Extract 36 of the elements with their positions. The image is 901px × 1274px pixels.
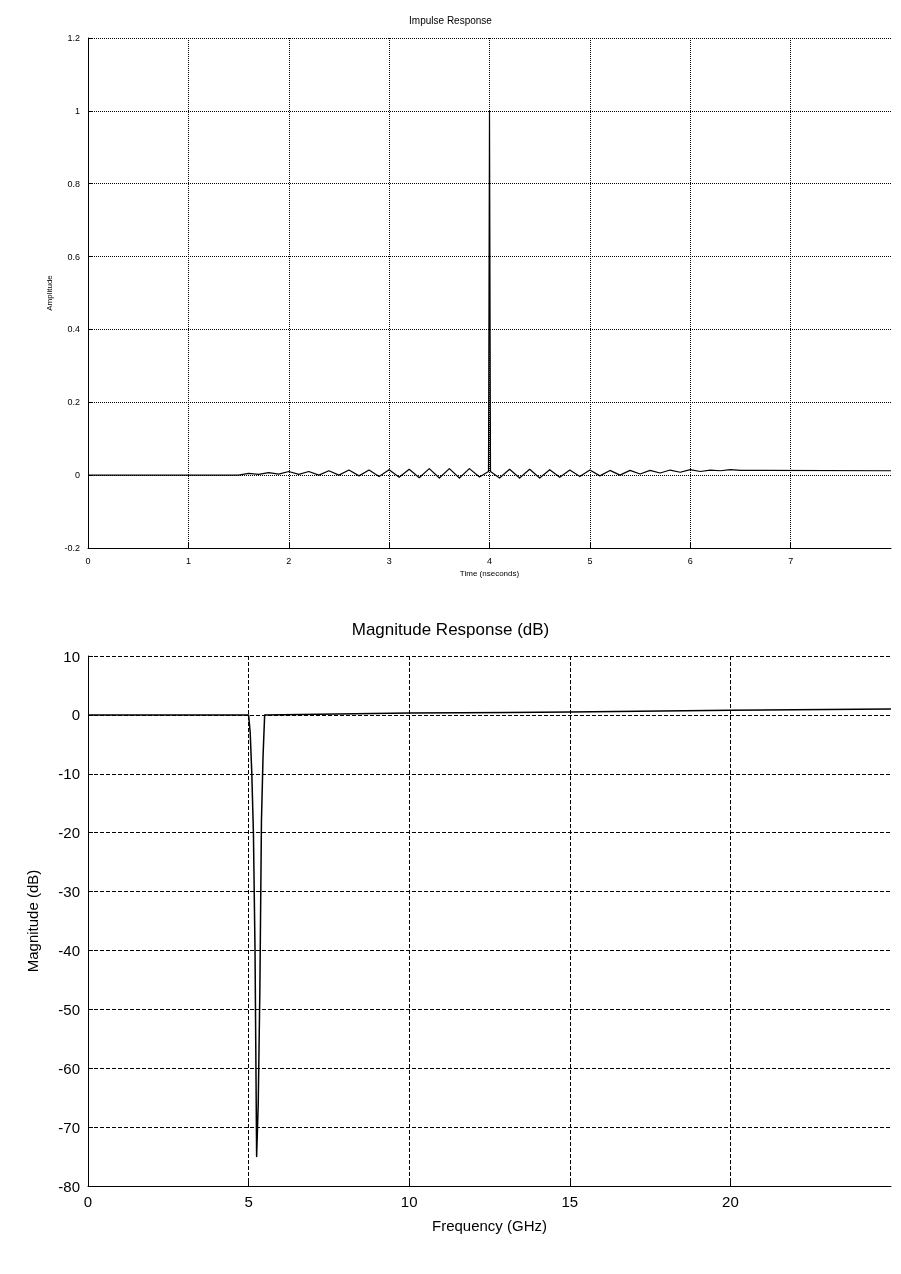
y-tick-label: -10 — [58, 765, 80, 783]
y-tick-label: -60 — [58, 1059, 80, 1077]
y-tick-label: -0.2 — [64, 543, 80, 553]
x-tick-label: 10 — [400, 1193, 418, 1210]
y-tick-label: 1 — [74, 105, 80, 116]
x-tick-label: 5 — [244, 1193, 253, 1210]
y-tick-label: -20 — [58, 824, 80, 842]
y-tick-label: 0 — [74, 470, 80, 481]
x-tick-label: 5 — [587, 555, 593, 566]
y-axis-title: Magnitude (dB) — [24, 869, 41, 973]
y-tick-label: -30 — [58, 883, 80, 901]
x-tick-label: 7 — [788, 555, 794, 566]
y-tick-label: -50 — [58, 1000, 80, 1018]
x-tick-label: 2 — [286, 555, 292, 566]
x-tick-label: 1 — [185, 555, 191, 566]
x-tick-label: 15 — [561, 1193, 579, 1210]
chart-title: Impulse Response — [409, 14, 493, 26]
y-axis-title: Amplitude — [45, 274, 55, 311]
y-tick-label: 0.8 — [67, 178, 80, 189]
y-tick-label: 0.4 — [67, 324, 80, 335]
x-tick-label: 3 — [386, 555, 392, 566]
x-axis-title: Time (nseconds) — [459, 569, 520, 579]
chart-title: Magnitude Response (dB) — [351, 620, 550, 639]
y-tick-label: -80 — [58, 1177, 80, 1195]
y-tick-label: 10 — [63, 647, 80, 665]
y-tick-label: -70 — [58, 1118, 80, 1136]
y-tick-label: 0.2 — [67, 397, 80, 408]
x-tick-label: 4 — [486, 555, 493, 566]
y-tick-label: 0.6 — [67, 251, 80, 262]
x-tick-label: 20 — [722, 1193, 739, 1210]
x-axis-title: Frequency (GHz) — [431, 1217, 548, 1234]
x-tick-label: 0 — [85, 555, 91, 566]
y-tick-label: 0 — [71, 706, 80, 724]
x-tick-label: 6 — [687, 555, 693, 566]
y-tick-label: 1.2 — [67, 33, 80, 43]
y-tick-label: -40 — [58, 941, 80, 959]
